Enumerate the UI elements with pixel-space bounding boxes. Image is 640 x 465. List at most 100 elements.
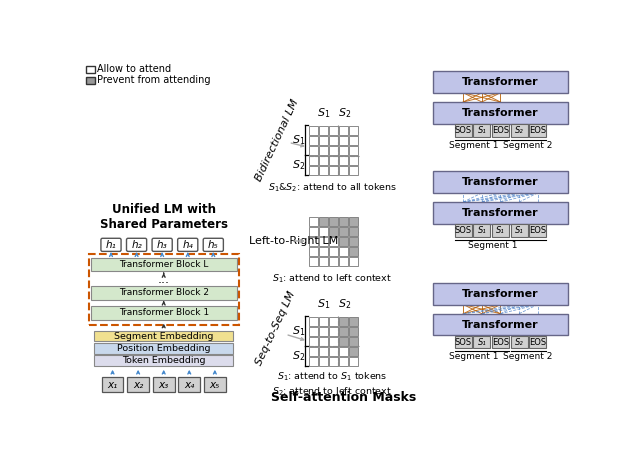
Text: Transformer: Transformer	[462, 77, 539, 87]
FancyBboxPatch shape	[329, 136, 338, 145]
FancyBboxPatch shape	[433, 102, 568, 124]
FancyBboxPatch shape	[529, 124, 546, 137]
FancyBboxPatch shape	[152, 238, 172, 252]
FancyBboxPatch shape	[339, 257, 348, 266]
Text: x₄: x₄	[184, 379, 195, 390]
FancyBboxPatch shape	[339, 317, 348, 326]
Text: Unified LM with
Shared Parameters: Unified LM with Shared Parameters	[100, 203, 228, 231]
FancyBboxPatch shape	[86, 66, 95, 73]
Text: Segment 1: Segment 1	[449, 140, 499, 150]
FancyBboxPatch shape	[308, 156, 318, 165]
Text: SOS: SOS	[454, 338, 472, 347]
Text: S₁: S₁	[477, 126, 486, 135]
FancyBboxPatch shape	[308, 257, 318, 266]
FancyBboxPatch shape	[329, 347, 338, 356]
FancyBboxPatch shape	[94, 343, 234, 354]
FancyBboxPatch shape	[102, 377, 124, 392]
Text: Transformer Block 2: Transformer Block 2	[118, 288, 209, 298]
Text: Allow to attend: Allow to attend	[97, 64, 171, 74]
FancyBboxPatch shape	[339, 166, 348, 175]
FancyBboxPatch shape	[319, 327, 328, 336]
FancyBboxPatch shape	[308, 347, 318, 356]
Text: x₂: x₂	[133, 379, 143, 390]
FancyBboxPatch shape	[529, 336, 546, 348]
FancyBboxPatch shape	[308, 166, 318, 175]
Text: h₃: h₃	[157, 240, 168, 250]
Text: Bidirectional LM: Bidirectional LM	[254, 98, 301, 183]
FancyBboxPatch shape	[319, 227, 328, 236]
Text: $S_1$: $S_1$	[292, 133, 305, 147]
FancyBboxPatch shape	[127, 238, 147, 252]
FancyBboxPatch shape	[474, 225, 490, 237]
FancyBboxPatch shape	[329, 146, 338, 155]
FancyBboxPatch shape	[101, 238, 121, 252]
FancyBboxPatch shape	[319, 237, 328, 246]
Text: x₁: x₁	[108, 379, 118, 390]
FancyBboxPatch shape	[319, 247, 328, 256]
FancyBboxPatch shape	[319, 317, 328, 326]
Text: ...: ...	[157, 273, 170, 286]
FancyBboxPatch shape	[349, 217, 358, 226]
FancyBboxPatch shape	[308, 247, 318, 256]
Text: $S_2$: $S_2$	[292, 158, 305, 172]
Text: S₂: S₂	[515, 126, 524, 135]
FancyBboxPatch shape	[308, 337, 318, 346]
Text: h₂: h₂	[131, 240, 142, 250]
FancyBboxPatch shape	[349, 227, 358, 236]
FancyBboxPatch shape	[308, 327, 318, 336]
Text: Transformer: Transformer	[462, 177, 539, 187]
FancyBboxPatch shape	[349, 257, 358, 266]
FancyBboxPatch shape	[329, 126, 338, 135]
Text: Self-attention Masks: Self-attention Masks	[271, 391, 416, 404]
FancyBboxPatch shape	[339, 146, 348, 155]
FancyBboxPatch shape	[349, 136, 358, 145]
FancyBboxPatch shape	[511, 124, 527, 137]
FancyBboxPatch shape	[308, 126, 318, 135]
FancyBboxPatch shape	[329, 227, 338, 236]
Text: Transformer: Transformer	[462, 208, 539, 218]
FancyBboxPatch shape	[319, 166, 328, 175]
Text: Segment 1: Segment 1	[449, 352, 499, 361]
Text: Seq-to-Seq LM: Seq-to-Seq LM	[253, 289, 297, 367]
FancyBboxPatch shape	[86, 77, 95, 84]
Text: $S_1$: attend to $S_1$ tokens
$S_2$: attend to left context: $S_1$: attend to $S_1$ tokens $S_2$: att…	[273, 371, 392, 398]
FancyBboxPatch shape	[319, 146, 328, 155]
FancyBboxPatch shape	[474, 336, 490, 348]
Text: S₁: S₁	[477, 226, 486, 235]
FancyBboxPatch shape	[329, 317, 338, 326]
FancyBboxPatch shape	[339, 156, 348, 165]
FancyBboxPatch shape	[492, 336, 509, 348]
FancyBboxPatch shape	[329, 247, 338, 256]
FancyBboxPatch shape	[474, 124, 490, 137]
FancyBboxPatch shape	[349, 126, 358, 135]
FancyBboxPatch shape	[319, 257, 328, 266]
FancyBboxPatch shape	[349, 166, 358, 175]
FancyBboxPatch shape	[319, 126, 328, 135]
FancyBboxPatch shape	[339, 126, 348, 135]
Text: $S_1$: attend to left context: $S_1$: attend to left context	[273, 272, 392, 285]
FancyBboxPatch shape	[349, 327, 358, 336]
Text: Transformer: Transformer	[462, 108, 539, 118]
Text: Transformer Block 1: Transformer Block 1	[118, 308, 209, 318]
Text: EOS: EOS	[492, 126, 509, 135]
FancyBboxPatch shape	[339, 337, 348, 346]
Text: EOS: EOS	[529, 126, 546, 135]
FancyBboxPatch shape	[308, 357, 318, 366]
FancyBboxPatch shape	[91, 258, 237, 272]
FancyBboxPatch shape	[433, 202, 568, 224]
FancyBboxPatch shape	[454, 124, 472, 137]
FancyBboxPatch shape	[349, 317, 358, 326]
FancyBboxPatch shape	[339, 247, 348, 256]
FancyBboxPatch shape	[433, 171, 568, 193]
Text: SOS: SOS	[454, 226, 472, 235]
FancyBboxPatch shape	[329, 357, 338, 366]
FancyBboxPatch shape	[433, 283, 568, 305]
Text: h₅: h₅	[208, 240, 219, 250]
Text: $S_1$: $S_1$	[317, 106, 330, 120]
FancyBboxPatch shape	[94, 355, 234, 366]
FancyBboxPatch shape	[511, 225, 527, 237]
Text: EOS: EOS	[492, 338, 509, 347]
FancyBboxPatch shape	[492, 124, 509, 137]
FancyBboxPatch shape	[329, 166, 338, 175]
FancyBboxPatch shape	[319, 347, 328, 356]
